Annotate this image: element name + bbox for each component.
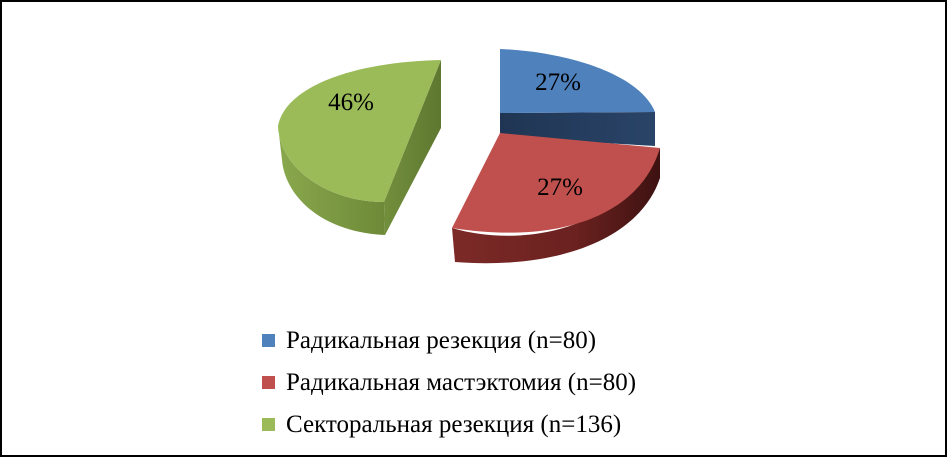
slice-sectoral-resection-side bbox=[278, 126, 385, 235]
slice-radical-mastectomy-side bbox=[452, 148, 660, 264]
slice-sectoral-resection-wall bbox=[384, 60, 441, 235]
legend-item-radical-resection: Радикальная резекция (n=80) bbox=[262, 320, 636, 362]
legend-label: Радикальная мастэктомия (n=80) bbox=[286, 369, 637, 396]
legend-label: Секторальная резекция (n=136) bbox=[286, 411, 622, 438]
slice-radical-resection bbox=[500, 49, 655, 146]
legend: Радикальная резекция (n=80) Радикальная … bbox=[262, 320, 636, 446]
data-label-radical-resection: 27% bbox=[535, 69, 581, 96]
legend-swatch-green bbox=[262, 418, 275, 431]
legend-swatch-blue bbox=[262, 334, 275, 347]
legend-item-radical-mastectomy: Радикальная мастэктомия (n=80) bbox=[262, 362, 636, 404]
slice-radical-mastectomy bbox=[452, 133, 660, 264]
legend-label: Радикальная резекция (n=80) bbox=[286, 327, 597, 354]
slice-radical-resection-top bbox=[500, 49, 655, 113]
slice-radical-mastectomy-top bbox=[452, 133, 660, 233]
legend-swatch-red bbox=[262, 376, 275, 389]
slice-sectoral-resection-top bbox=[278, 60, 441, 202]
data-label-sectoral-resection: 46% bbox=[328, 89, 374, 116]
slice-sectoral-resection bbox=[278, 60, 441, 235]
data-label-radical-mastectomy: 27% bbox=[537, 174, 583, 201]
legend-item-sectoral-resection: Секторальная резекция (n=136) bbox=[262, 404, 636, 446]
